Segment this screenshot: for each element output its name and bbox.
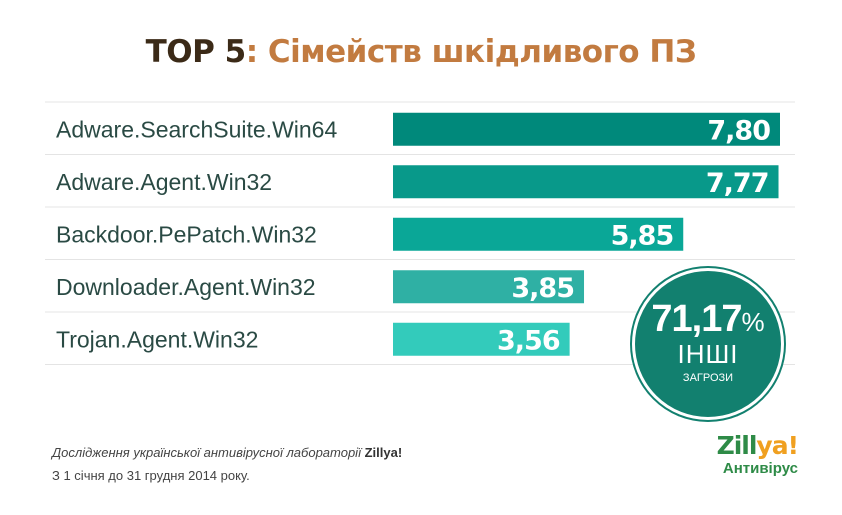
category-label: Backdoor.PePatch.Win32 <box>56 221 317 247</box>
category-label: Trojan.Agent.Win32 <box>56 326 258 352</box>
chart-title: TOP 5: Сімейств шкідливого ПЗ <box>0 30 842 74</box>
bar-value-label: 5,85 <box>611 220 674 251</box>
category-label: Downloader.Agent.Win32 <box>56 274 316 300</box>
footer-period: З 1 січня до 31 грудня 2014 року. <box>52 468 250 483</box>
chart-title-prefix: TOP 5 <box>145 34 247 70</box>
bar <box>393 322 570 356</box>
bar-value-label: 7,77 <box>706 168 769 199</box>
logo-subtitle: Антивірус <box>722 460 798 477</box>
footer-source-text: Дослідження української антивірусної лаб… <box>52 445 365 460</box>
footer-source-brand: Zillya! <box>364 445 403 460</box>
bar-value-label: 3,56 <box>497 325 560 356</box>
other-threats-label: ІНШІ <box>677 339 739 369</box>
other-threats-sublabel: ЗАГРОЗИ <box>682 372 734 384</box>
category-label: Adware.SearchSuite.Win64 <box>56 116 337 142</box>
bar <box>393 270 585 304</box>
logo-name-accent: ya! <box>756 431 799 460</box>
other-threats-value: 71,17 <box>651 298 742 340</box>
chart-title-main: : Сімейств шкідливого ПЗ <box>245 34 697 70</box>
bar <box>393 112 780 146</box>
category-label: Adware.Agent.Win32 <box>56 169 272 195</box>
logo-name-main: Zill <box>716 431 758 460</box>
bar-value-label: 7,80 <box>707 115 770 146</box>
bar <box>393 165 779 199</box>
logo-name: Zillya! <box>710 431 799 460</box>
footer-source: Дослідження української антивірусної лаб… <box>52 445 402 460</box>
other-threats-badge: 71,17% ІНШІ ЗАГРОЗИ <box>632 268 784 420</box>
bar-value-label: 3,85 <box>511 273 574 304</box>
bar <box>393 217 684 251</box>
percent-sign: % <box>741 307 765 337</box>
other-threats-percent: 71,17% <box>635 299 781 342</box>
zillya-logo: Zillya! Антивірус <box>710 431 799 478</box>
